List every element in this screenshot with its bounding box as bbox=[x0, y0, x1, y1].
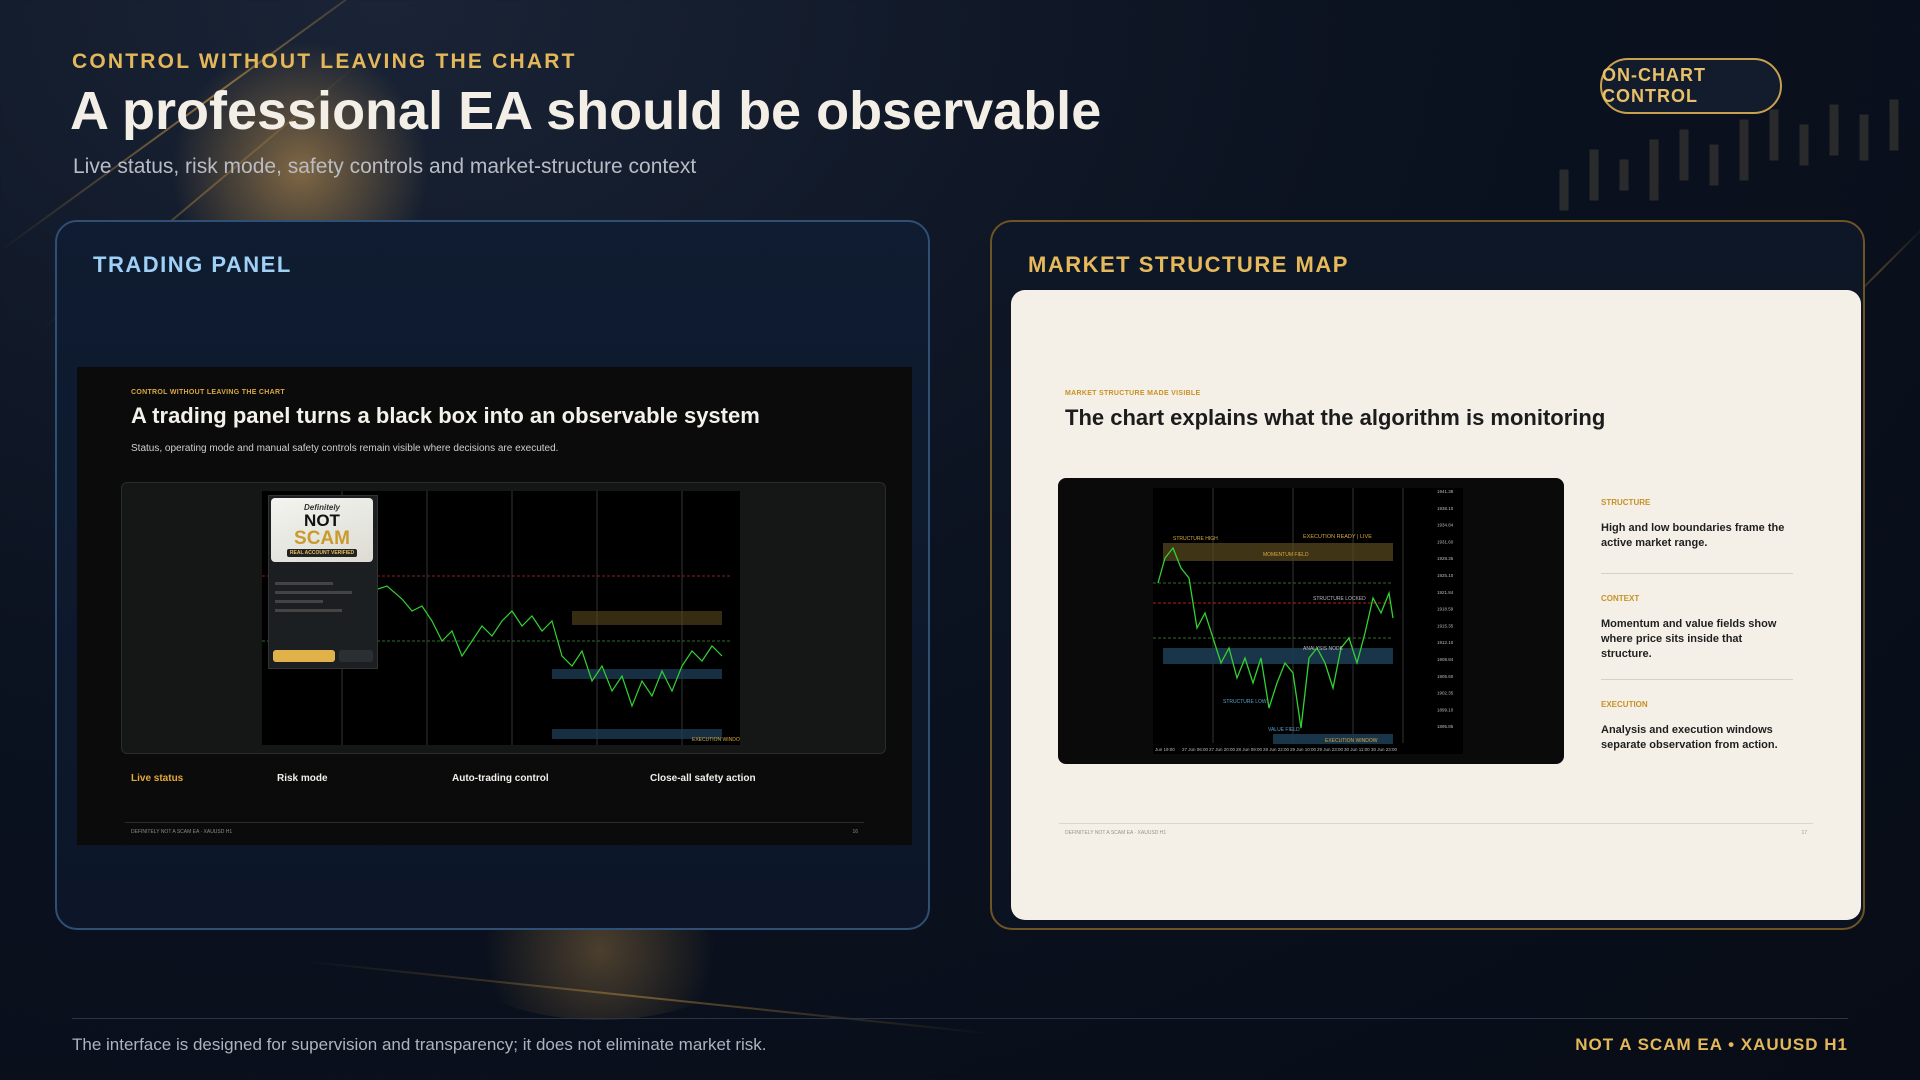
legend-heading: EXECUTION bbox=[1601, 700, 1648, 709]
trading-panel-screenshot: EXECUTION WINDOW Definitely NOT SCAM REA… bbox=[121, 482, 886, 754]
y-tick-label: 1928.35 bbox=[1437, 556, 1454, 561]
legend-heading: STRUCTURE bbox=[1601, 498, 1651, 507]
label-structure-low: STRUCTURE LOW bbox=[1223, 699, 1267, 705]
price-chart: EXECUTION WINDOW Definitely NOT SCAM REA… bbox=[262, 491, 745, 745]
label-execution-window: EXECUTION WINDOW bbox=[1325, 738, 1378, 744]
x-tick-label: 30 Jun 23:00 bbox=[1371, 747, 1398, 752]
y-tick-label: 1918.59 bbox=[1437, 607, 1454, 612]
legend-context: CONTEXT Momentum and value fields show w… bbox=[1601, 594, 1791, 662]
feature-live-status: Live status bbox=[131, 773, 184, 784]
x-tick-label: Jun 19:00 bbox=[1155, 747, 1175, 752]
x-tick-label: 27 Jun 20:00 bbox=[1209, 747, 1236, 752]
y-tick-label: 1921.84 bbox=[1437, 590, 1454, 595]
label-structure-locked: STRUCTURE LOCKED bbox=[1313, 596, 1366, 602]
legend-execution: EXECUTION Analysis and execution windows… bbox=[1601, 700, 1791, 753]
slide-footer: DEFINITELY NOT A SCAM EA · XAUUSD H1 bbox=[1065, 830, 1167, 836]
label-execution-ready: EXECUTION READY | LIVE bbox=[1303, 534, 1372, 540]
on-chart-control-badge: ON-CHART CONTROL bbox=[1600, 58, 1782, 114]
product-logo: Definitely NOT SCAM REAL ACCOUNT VERIFIE… bbox=[271, 498, 373, 562]
y-tick-label: 1908.84 bbox=[1437, 657, 1454, 662]
legend-structure: STRUCTURE High and low boundaries frame … bbox=[1601, 498, 1791, 551]
y-tick-label: 1895.85 bbox=[1437, 724, 1454, 729]
slide-divider bbox=[125, 822, 864, 823]
x-tick-label: 28 Jun 09:00 bbox=[1236, 747, 1263, 752]
y-tick-label: 1902.35 bbox=[1437, 691, 1454, 696]
label-analysis-node: ANALYSIS NODE bbox=[1303, 646, 1344, 652]
x-tick-label: 28 Jun 22:00 bbox=[1263, 747, 1290, 752]
feature-auto-trading-control: Auto-trading control bbox=[452, 773, 549, 784]
y-tick-label: 1941.38 bbox=[1437, 489, 1454, 494]
legend-text: Momentum and value fields show where pri… bbox=[1601, 618, 1777, 660]
y-tick-label: 1925.10 bbox=[1437, 573, 1454, 578]
svg-text:EXECUTION WINDOW: EXECUTION WINDOW bbox=[692, 737, 740, 743]
feature-close-all-safety: Close-all safety action bbox=[650, 773, 756, 784]
trading-panel-card: TRADING PANEL CONTROL WITHOUT LEAVING TH… bbox=[55, 220, 930, 930]
market-structure-chart-lines: STRUCTURE HIGH EXECUTION READY | LIVE MO… bbox=[1153, 488, 1454, 752]
legend-heading: CONTEXT bbox=[1601, 594, 1640, 603]
header-kicker: CONTROL WITHOUT LEAVING THE CHART bbox=[72, 50, 577, 73]
legend-divider bbox=[1601, 679, 1793, 680]
close-all-button[interactable] bbox=[339, 650, 373, 662]
legend-text: Analysis and execution windows separate … bbox=[1601, 724, 1778, 751]
label-structure-high: STRUCTURE HIGH bbox=[1173, 536, 1218, 542]
slide-footer: DEFINITELY NOT A SCAM EA · XAUUSD H1 bbox=[131, 829, 233, 835]
legend-text: High and low boundaries frame the active… bbox=[1601, 522, 1785, 549]
card-label: MARKET STRUCTURE MAP bbox=[1028, 252, 1349, 277]
y-tick-label: 1938.10 bbox=[1437, 506, 1454, 511]
market-structure-chart: STRUCTURE HIGH EXECUTION READY | LIVE MO… bbox=[1153, 488, 1463, 754]
footer-divider bbox=[72, 1018, 1848, 1019]
panel-status-rows bbox=[275, 576, 371, 636]
market-structure-screenshot: STRUCTURE HIGH EXECUTION READY | LIVE MO… bbox=[1058, 478, 1564, 764]
slide-subtitle: Status, operating mode and manual safety… bbox=[131, 443, 559, 454]
trading-panel-slide: CONTROL WITHOUT LEAVING THE CHART A trad… bbox=[77, 367, 912, 845]
slide-page-number: 17 bbox=[1801, 830, 1807, 836]
x-tick-label: 29 Jun 23:00 bbox=[1317, 747, 1344, 752]
feature-risk-mode: Risk mode bbox=[277, 773, 328, 784]
y-tick-label: 1912.10 bbox=[1437, 640, 1454, 645]
slide-divider bbox=[1059, 823, 1813, 824]
page-subtitle: Live status, risk mode, safety controls … bbox=[73, 155, 697, 178]
footer-brand: NOT A SCAM EA • XAUUSD H1 bbox=[1575, 1035, 1848, 1054]
y-tick-label: 1905.60 bbox=[1437, 674, 1454, 679]
slide-kicker: MARKET STRUCTURE MADE VISIBLE bbox=[1065, 390, 1201, 397]
slide-title: The chart explains what the algorithm is… bbox=[1065, 405, 1606, 430]
y-tick-label: 1915.35 bbox=[1437, 623, 1454, 628]
label-value-field: VALUE FIELD bbox=[1268, 727, 1300, 733]
y-tick-label: 1931.60 bbox=[1437, 539, 1454, 544]
y-tick-label: 1899.10 bbox=[1437, 707, 1454, 712]
market-structure-card: MARKET STRUCTURE MAP MARKET STRUCTURE MA… bbox=[990, 220, 1865, 930]
slide-page-number: 16 bbox=[852, 829, 858, 835]
page-title: A professional EA should be observable bbox=[70, 81, 1102, 141]
market-structure-slide: MARKET STRUCTURE MADE VISIBLE The chart … bbox=[1011, 290, 1861, 920]
label-momentum-field: MOMENTUM FIELD bbox=[1263, 552, 1309, 558]
card-label: TRADING PANEL bbox=[93, 252, 292, 277]
trading-panel-widget: Definitely NOT SCAM REAL ACCOUNT VERIFIE… bbox=[268, 495, 378, 669]
background-streak bbox=[299, 960, 997, 1036]
legend-divider bbox=[1601, 573, 1793, 574]
x-tick-label: 30 Jun 11:00 bbox=[1344, 747, 1370, 752]
slide-kicker: CONTROL WITHOUT LEAVING THE CHART bbox=[131, 389, 285, 396]
x-tick-label: 27 Jun 06:00 bbox=[1182, 747, 1209, 752]
y-tick-label: 1934.84 bbox=[1437, 523, 1454, 528]
x-tick-label: 29 Jun 10:00 bbox=[1290, 747, 1317, 752]
footer-disclaimer: The interface is designed for supervisio… bbox=[72, 1035, 767, 1054]
slide-title: A trading panel turns a black box into a… bbox=[131, 403, 760, 428]
auto-trading-button[interactable] bbox=[273, 650, 335, 662]
